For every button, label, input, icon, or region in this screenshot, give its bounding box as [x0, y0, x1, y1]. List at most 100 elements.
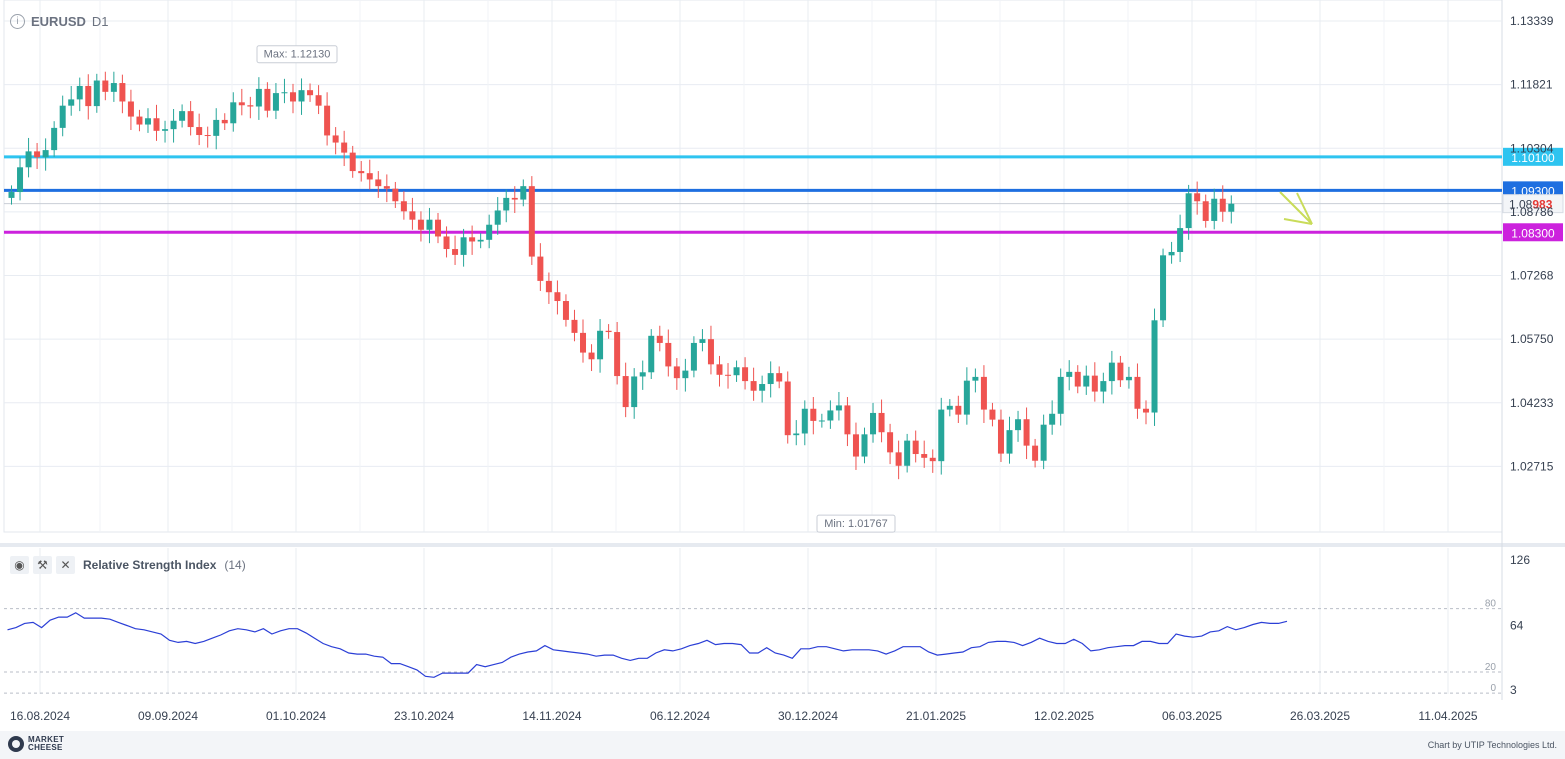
- level-price-label: 1.08300: [1511, 226, 1555, 240]
- candle-up: [144, 118, 151, 125]
- candle-up: [213, 119, 220, 136]
- candle-down: [383, 186, 390, 189]
- rsi-plot: 80 20 0: [4, 599, 1502, 694]
- candle-down: [742, 367, 749, 382]
- wrench-icon[interactable]: ⚒: [33, 556, 52, 574]
- candle-up: [1228, 203, 1235, 212]
- brand-logo[interactable]: MARKET CHEESE: [8, 736, 64, 752]
- candle-down: [1219, 198, 1226, 212]
- candle-up: [494, 210, 501, 225]
- candle-down: [750, 381, 757, 391]
- rsi-y-tick-label: 126: [1510, 553, 1530, 567]
- candle-down: [656, 335, 663, 343]
- candle-down: [537, 256, 544, 281]
- eye-icon[interactable]: ◉: [10, 556, 29, 574]
- candle-up: [767, 373, 774, 385]
- candle-down: [1202, 201, 1209, 221]
- candle-up: [682, 370, 689, 379]
- candle-up: [972, 376, 979, 381]
- candle-down: [34, 151, 41, 158]
- candle-down: [665, 342, 672, 367]
- candle-down: [366, 173, 373, 180]
- symbol-label: EURUSD: [31, 14, 86, 29]
- candle-down: [989, 409, 996, 420]
- x-tick-label: 30.12.2024: [778, 709, 838, 723]
- candle-down: [997, 419, 1004, 454]
- rsi-line: [7, 612, 1288, 678]
- rsi-period: (14): [224, 558, 246, 572]
- candle-up: [42, 150, 49, 158]
- rsi-y-tick-label: 64: [1510, 619, 1524, 633]
- candle-up: [1185, 193, 1192, 229]
- chart-credit: Chart by UTIP Technologies Ltd.: [1427, 740, 1557, 750]
- candle-down: [102, 80, 109, 92]
- candle-down: [725, 374, 732, 376]
- candle-down: [136, 116, 143, 125]
- candle-down: [921, 454, 928, 458]
- candle-down: [673, 366, 680, 379]
- candle-up: [818, 420, 825, 422]
- candle-up: [59, 105, 66, 128]
- candle-up: [1177, 228, 1184, 252]
- rsi-reference-label: 0: [1490, 683, 1496, 694]
- level-price-label: 1.10100: [1511, 151, 1555, 165]
- candle-down: [85, 85, 92, 107]
- candle-down: [887, 432, 894, 453]
- close-icon[interactable]: ✕: [56, 556, 75, 574]
- candle-down: [315, 95, 322, 106]
- candle-up: [8, 192, 15, 198]
- candle-up: [93, 80, 100, 107]
- y-tick-label: 1.11821: [1510, 78, 1553, 92]
- candle-down: [196, 127, 203, 136]
- candle-up: [281, 92, 288, 94]
- footer: MARKET CHEESE Chart by UTIP Technologies…: [0, 731, 1565, 759]
- candle-up: [631, 376, 638, 408]
- candle-down: [852, 434, 859, 457]
- candle-up: [68, 99, 75, 106]
- candle-down: [452, 249, 459, 255]
- min-label-box: [816, 514, 896, 533]
- timeframe-label[interactable]: D1: [91, 14, 109, 29]
- candle-down: [810, 408, 817, 421]
- candle-down: [716, 364, 723, 375]
- candle-up: [503, 197, 510, 211]
- candle-down: [554, 292, 561, 302]
- x-tick-label: 21.01.2025: [906, 709, 966, 723]
- candle-up: [639, 372, 646, 377]
- candle-down: [349, 152, 356, 172]
- logo-line-2: CHEESE: [28, 743, 63, 752]
- rsi-header: ◉ ⚒ ✕ Relative Strength Index (14): [10, 556, 246, 574]
- candle-down: [1032, 445, 1039, 461]
- candle-down: [204, 135, 211, 137]
- candle-down: [707, 339, 714, 365]
- candle-down: [545, 280, 552, 293]
- candle-down: [1023, 419, 1030, 446]
- x-tick-label: 12.02.2025: [1034, 709, 1094, 723]
- candle-down: [469, 237, 476, 242]
- candle-up: [963, 380, 970, 415]
- candle-down: [307, 90, 314, 96]
- candle-up: [1100, 381, 1107, 392]
- y-tick-label: 1.08786: [1510, 205, 1554, 219]
- candle-up: [230, 102, 237, 124]
- level-price-tag: [1503, 147, 1563, 166]
- info-icon[interactable]: i: [10, 14, 25, 29]
- candle-down: [511, 197, 518, 200]
- logo-icon: [8, 736, 24, 752]
- candle-up: [690, 342, 697, 371]
- x-tick-label: 06.12.2024: [650, 709, 710, 723]
- rsi-title: Relative Strength Index: [83, 558, 217, 572]
- candle-down: [1091, 375, 1098, 392]
- candle-up: [1108, 362, 1115, 382]
- chart-header: i EURUSD D1: [10, 14, 109, 29]
- candle-down: [443, 236, 450, 250]
- candle-down: [1117, 362, 1124, 381]
- candle-down: [571, 319, 578, 333]
- candle-down: [247, 105, 254, 107]
- candle-up: [801, 408, 808, 434]
- candle-down: [153, 118, 160, 131]
- candle-down: [409, 211, 416, 220]
- candle-up: [759, 384, 766, 391]
